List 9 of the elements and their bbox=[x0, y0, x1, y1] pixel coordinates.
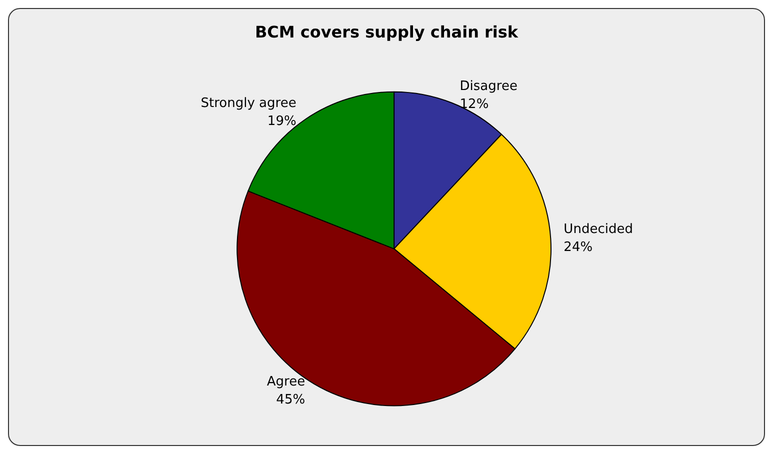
data-label: 45% bbox=[276, 392, 306, 408]
chart-title: BCM covers supply chain risk bbox=[254, 22, 518, 42]
data-label: 12% bbox=[460, 96, 489, 112]
slice-label: Strongly agree bbox=[200, 96, 296, 111]
slice-label: Agree bbox=[266, 374, 306, 390]
data-label: 24% bbox=[564, 240, 593, 255]
slice-label: Disagree bbox=[460, 78, 518, 94]
slice-label: Undecided bbox=[564, 222, 633, 237]
data-label: 19% bbox=[267, 114, 296, 129]
